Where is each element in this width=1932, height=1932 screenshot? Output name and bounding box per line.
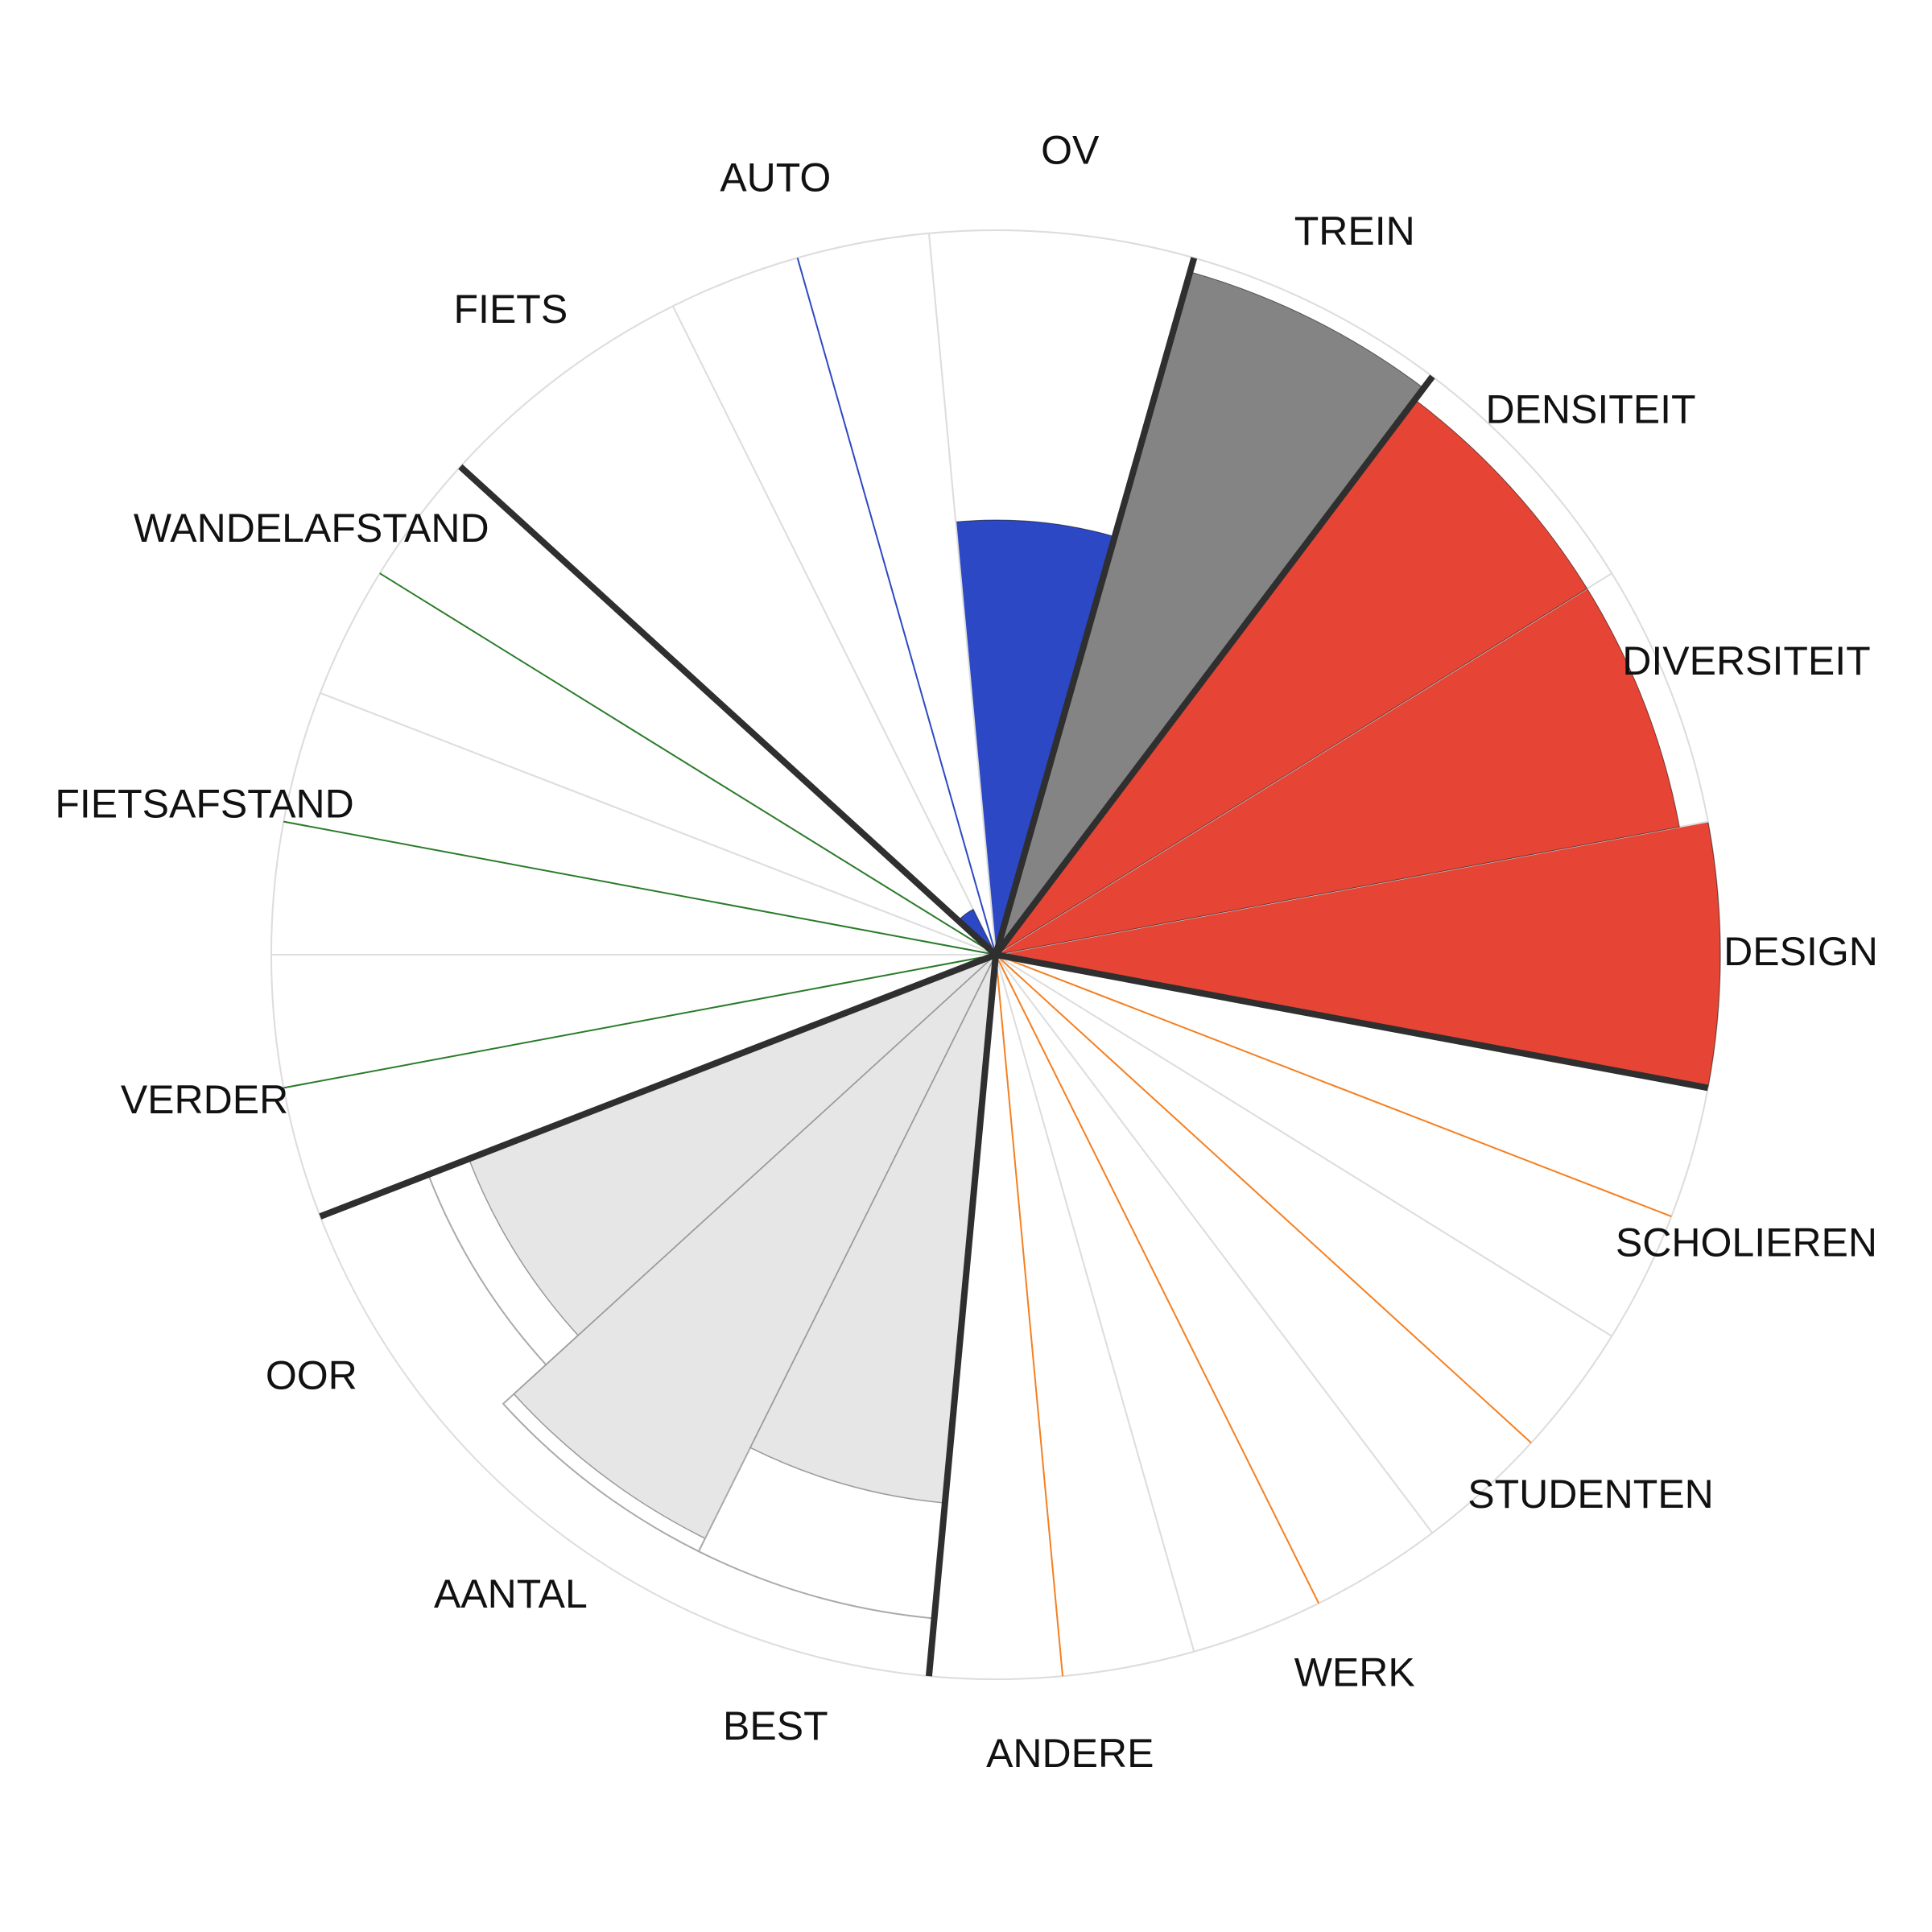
- category-label: STUDENTEN: [1468, 1472, 1714, 1517]
- category-ray: [283, 820, 997, 956]
- bar-background: [995, 954, 1434, 1653]
- group-separator: [319, 952, 997, 1220]
- bar: [995, 398, 1588, 956]
- bar-background: [459, 305, 997, 956]
- category-label: FIETS: [454, 287, 568, 332]
- category-label: AUTO: [720, 155, 831, 200]
- bar: [955, 519, 1116, 956]
- category-label: AANTAL: [434, 1571, 588, 1616]
- group-separators: [319, 257, 1709, 1677]
- bar: [995, 821, 1721, 1088]
- bar: [468, 954, 997, 1336]
- bar: [995, 271, 1425, 956]
- category-label: WERK: [1294, 1649, 1415, 1695]
- category-labels: DESIGN DIVERSITEIT DENSITEIT TREIN OV AUTO FIE…: [55, 127, 1877, 1775]
- bar: [995, 588, 1680, 956]
- group-separator: [995, 952, 1709, 1092]
- group-separator: [993, 257, 1198, 956]
- category-ray: [995, 954, 1672, 1218]
- category-label: VERDER: [121, 1077, 288, 1122]
- category-label: OOR: [266, 1353, 357, 1398]
- category-ray: [796, 258, 997, 956]
- category-ray: [995, 954, 1532, 1444]
- category-ray: [379, 572, 997, 956]
- bars: [270, 229, 1722, 1680]
- category-label: ANDERE: [986, 1731, 1154, 1776]
- category-label: OV: [1041, 127, 1100, 172]
- category-label: DESIGN: [1724, 929, 1878, 974]
- bar: [749, 954, 997, 1504]
- category-label: DENSITEIT: [1485, 387, 1695, 432]
- bar-background: [270, 954, 997, 1218]
- category-label: SCHOLIEREN: [1616, 1220, 1877, 1265]
- group-separator: [993, 374, 1435, 957]
- category-label: BEST: [723, 1703, 828, 1748]
- category-label: DIVERSITEIT: [1622, 638, 1870, 683]
- group-separator: [925, 954, 999, 1677]
- category-ray: [283, 954, 997, 1089]
- bar: [513, 954, 997, 1540]
- bar-background: [995, 954, 1709, 1338]
- category-label: TREIN: [1294, 208, 1415, 254]
- category-ray: [995, 954, 1320, 1604]
- category-label: FIETSAFSTAND: [55, 781, 353, 826]
- category-label: WANDELAFSTAND: [134, 506, 489, 551]
- group-separator: [458, 464, 998, 957]
- bar-background: [995, 954, 1613, 1534]
- category-ray: [995, 954, 1064, 1677]
